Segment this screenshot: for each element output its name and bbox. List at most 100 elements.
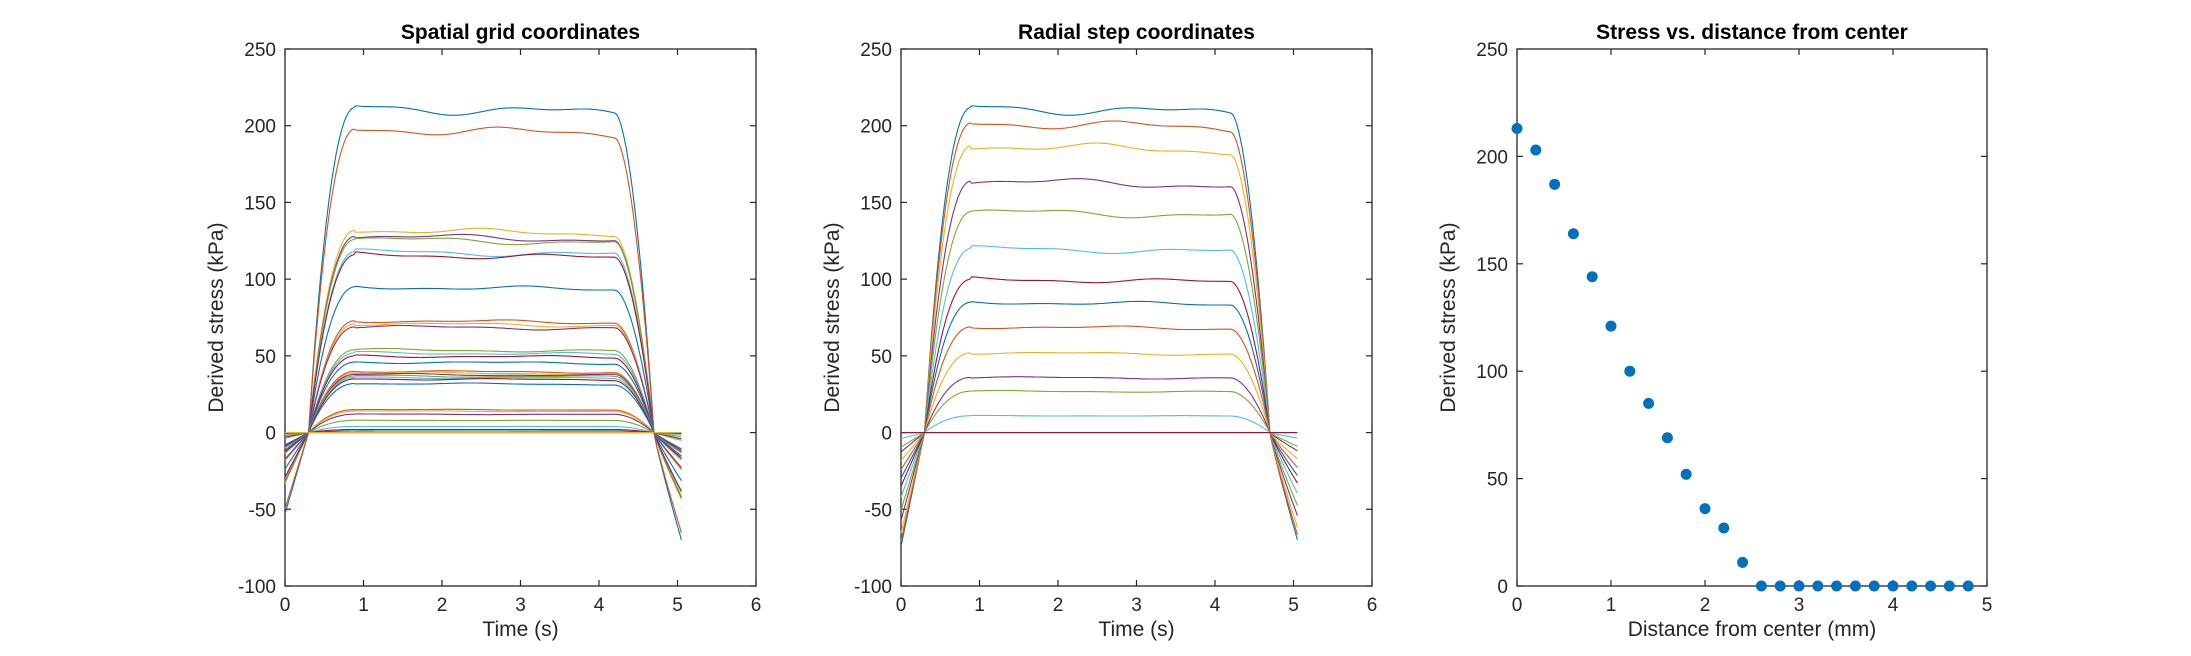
scatter-point: [1925, 580, 1937, 592]
series-line: [284, 374, 682, 452]
scatter-point: [1755, 580, 1767, 592]
series-line: [284, 126, 682, 533]
scatter-point: [1718, 522, 1730, 534]
y-tick-label: 0: [1497, 577, 1508, 598]
series-line: [284, 105, 682, 541]
scatter-point: [1774, 580, 1786, 592]
series-line: [900, 245, 1298, 498]
x-axis-label: Time (s): [482, 618, 558, 641]
series-line: [284, 347, 682, 461]
series-line: [284, 410, 682, 441]
axes-box: [1516, 48, 1988, 587]
x-axis-label: Distance from center (mm): [1628, 618, 1877, 641]
x-tick-label: 5: [672, 595, 683, 616]
scatter-point: [1567, 228, 1579, 240]
x-tick-label: 1: [1606, 595, 1617, 616]
series-line: [284, 322, 682, 469]
y-tick-label: 0: [265, 424, 276, 445]
series-line: [284, 376, 682, 452]
x-tick-label: 5: [1982, 595, 1993, 616]
x-tick-label: 6: [1367, 595, 1378, 616]
scatter-point: [1699, 503, 1711, 515]
series-line: [284, 227, 682, 500]
y-tick-label: 150: [244, 193, 276, 214]
spatial-grid-panel: Spatial grid coordinates 0 1 2 3 4 5 6 -100 -50 0 5…: [205, 21, 761, 641]
y-tick-label: 200: [1476, 147, 1508, 168]
y-axis-label: Derived stress (kPa): [205, 222, 228, 412]
scatter-point: [1887, 580, 1899, 592]
x-tick-label: 0: [896, 595, 907, 616]
scatter-point: [1793, 580, 1805, 592]
x-tick-label: 2: [1700, 595, 1711, 616]
x-tick-label: 4: [594, 595, 605, 616]
scatter-point: [1680, 468, 1692, 480]
series-line: [284, 382, 682, 450]
scatter-point: [1962, 580, 1974, 592]
series-line: [284, 419, 682, 438]
series-line: [900, 142, 1298, 534]
x-tick-label: 0: [280, 595, 291, 616]
series-line: [284, 237, 682, 497]
y-tick-label: 250: [860, 40, 892, 61]
y-axis-label: Derived stress (kPa): [821, 222, 844, 412]
radial-step-panel: Radial step coordinates 0 1 2 3 4 5 6 -100 -50 0 50…: [821, 21, 1377, 641]
scatter-point: [1831, 580, 1843, 592]
scatter-point: [1661, 432, 1673, 444]
scatter-point: [1530, 144, 1542, 156]
series-line: [284, 354, 682, 459]
series-line: [284, 251, 682, 492]
series-line: [284, 408, 682, 441]
series-line: [900, 325, 1298, 470]
y-tick-label: 150: [1476, 255, 1508, 276]
series-line: [900, 351, 1298, 461]
scatter-point: [1737, 556, 1749, 568]
series-line: [285, 428, 682, 435]
scatter-point: [1605, 320, 1617, 332]
y-tick-label: 100: [860, 270, 892, 291]
y-tick-label: 0: [881, 424, 892, 445]
y-tick-label: 100: [244, 270, 276, 291]
x-tick-label: 1: [974, 595, 985, 616]
y-tick-label: 50: [1487, 470, 1508, 491]
scatter-point: [1549, 178, 1561, 190]
series-line: [900, 414, 1298, 440]
scatter-point: [1849, 580, 1861, 592]
x-tick-label: 5: [1288, 595, 1299, 616]
y-tick-label: 250: [1476, 40, 1508, 61]
y-tick-label: -50: [249, 500, 276, 521]
x-tick-label: 1: [358, 595, 369, 616]
x-tick-label: 4: [1888, 595, 1899, 616]
x-tick-label: 4: [1210, 595, 1221, 616]
series-line: [900, 389, 1298, 448]
y-tick-label: -100: [238, 577, 276, 598]
scatter-point: [1906, 580, 1918, 592]
scatter-point: [1511, 122, 1523, 134]
series-line: [284, 430, 682, 434]
x-tick-label: 3: [515, 595, 526, 616]
series-line: [284, 319, 682, 470]
y-axis-label: Derived stress (kPa): [1437, 222, 1460, 412]
series-line: [284, 372, 682, 453]
scatter-point: [1868, 580, 1880, 592]
x-tick-label: 3: [1794, 595, 1805, 616]
chart-title: Radial step coordinates: [1018, 21, 1255, 44]
scatter-point: [1943, 580, 1955, 592]
series-line: [284, 361, 682, 457]
series-line: [284, 248, 682, 493]
series-line: [284, 285, 682, 481]
series-line: [284, 370, 682, 454]
scatter-point: [1586, 271, 1598, 283]
chart-title: Stress vs. distance from center: [1596, 21, 1908, 44]
x-axis-label: Time (s): [1098, 618, 1174, 641]
series-line: [284, 378, 682, 451]
series-line: [900, 120, 1298, 542]
x-tick-label: 2: [1053, 595, 1064, 616]
y-tick-label: 200: [860, 117, 892, 138]
series-line: [900, 300, 1298, 479]
y-tick-label: 50: [871, 347, 892, 368]
x-tick-label: 2: [437, 595, 448, 616]
series-line: [900, 178, 1298, 521]
chart-title: Spatial grid coordinates: [401, 21, 640, 44]
